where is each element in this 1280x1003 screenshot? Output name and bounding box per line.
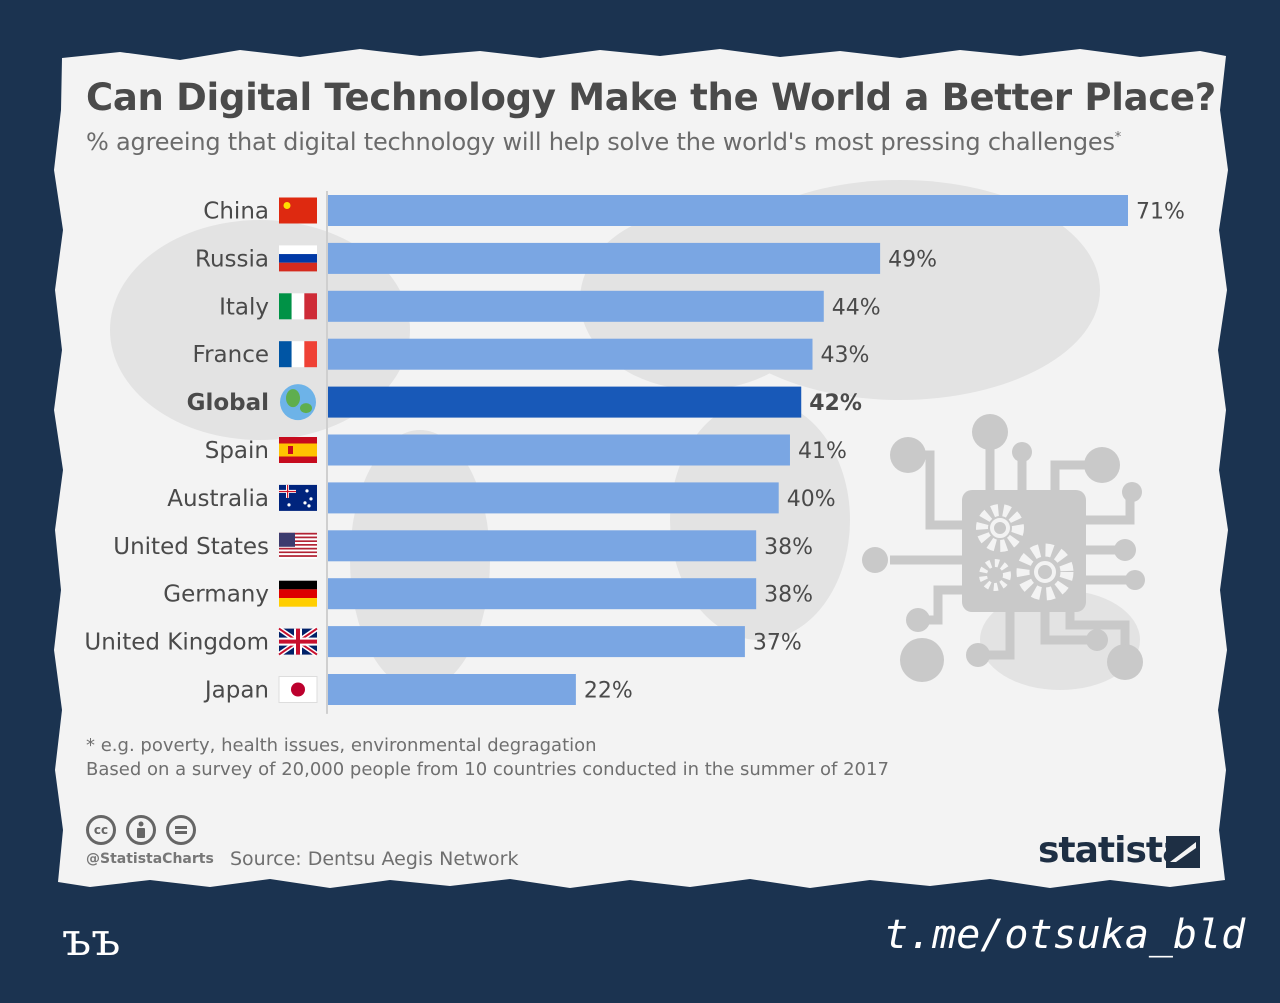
circuit-nodes	[862, 414, 1145, 682]
watermark-link: t.me/otsuka_bld	[884, 912, 1246, 958]
category-label: Russia	[195, 246, 269, 272]
category-label: Japan	[203, 678, 269, 704]
bar-germany	[328, 578, 757, 610]
bar-russia	[328, 242, 881, 274]
subtitle-footnote-mark: *	[1114, 130, 1122, 145]
watermark-logo: ъъ	[62, 912, 121, 966]
subtitle-text: % agreeing that digital technology will …	[86, 128, 1115, 156]
statista-handle: @StatistaCharts	[86, 851, 214, 867]
statista-logo-icon	[1166, 836, 1200, 868]
value-label: 42%	[809, 391, 862, 416]
uk-flag-icon	[277, 626, 319, 657]
value-label: 40%	[787, 487, 836, 512]
value-label: 49%	[888, 247, 937, 272]
category-label: Germany	[163, 582, 269, 608]
germany-flag-icon	[279, 580, 317, 607]
chart-title: Can Digital Technology Make the World a …	[86, 76, 1216, 119]
category-label: Italy	[219, 294, 269, 320]
value-label: 71%	[1136, 200, 1185, 225]
china-flag-icon	[279, 197, 317, 224]
creative-commons-icon: cc	[86, 815, 116, 845]
value-label: 44%	[832, 295, 881, 320]
survey-note: Based on a survey of 20,000 people from …	[86, 759, 889, 780]
globe-icon	[280, 384, 316, 421]
category-label: France	[193, 342, 269, 368]
bar-united-kingdom	[328, 626, 745, 658]
no-derivatives-icon	[166, 815, 196, 845]
bar-china	[328, 195, 1128, 226]
value-label: 43%	[821, 343, 870, 368]
value-label: 22%	[584, 679, 633, 704]
italy-flag-icon	[279, 293, 317, 320]
russia-flag-icon	[279, 245, 317, 272]
bar-france	[328, 338, 813, 370]
france-flag-icon	[279, 341, 317, 368]
spain-flag-icon	[279, 437, 317, 463]
category-label: Australia	[167, 486, 269, 512]
usa-flag-icon	[279, 532, 317, 559]
category-label: United Kingdom	[84, 630, 269, 656]
value-label: 37%	[753, 631, 802, 656]
bar-global	[328, 386, 802, 418]
statista-logo-text: statista	[1038, 830, 1186, 871]
source-note: Source: Dentsu Aegis Network	[230, 848, 519, 870]
value-label: 38%	[764, 583, 813, 608]
bar-united-states	[328, 530, 757, 562]
category-label: Global	[187, 390, 269, 416]
bar-japan	[328, 674, 576, 705]
category-label: China	[203, 199, 269, 225]
bar-spain	[328, 434, 790, 466]
chart-subtitle: % agreeing that digital technology will …	[86, 128, 1121, 156]
value-label: 41%	[798, 439, 847, 464]
japan-flag-icon	[278, 676, 318, 703]
bar-australia	[328, 482, 779, 514]
category-label: Spain	[205, 438, 269, 464]
bar-italy	[328, 290, 824, 322]
category-label: United States	[113, 534, 269, 560]
gear-icon	[976, 504, 1074, 601]
value-label: 38%	[764, 535, 813, 560]
australia-flag-icon	[279, 484, 317, 511]
attribution-icon	[126, 815, 156, 845]
footnote: * e.g. poverty, health issues, environme…	[86, 735, 597, 756]
